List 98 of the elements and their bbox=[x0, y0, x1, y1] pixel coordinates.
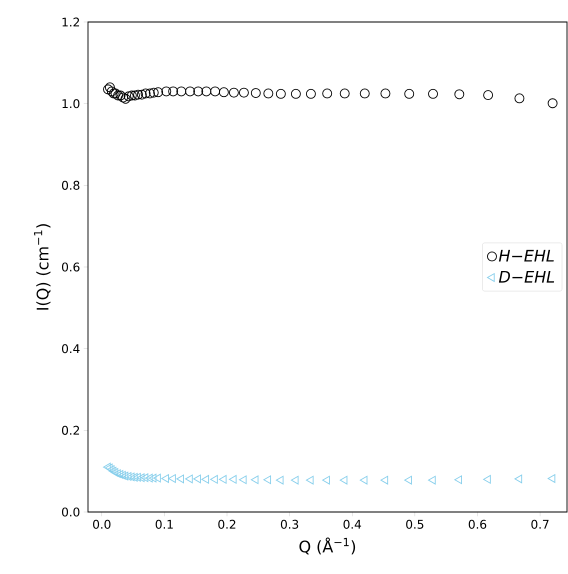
point bbox=[148, 474, 156, 482]
point bbox=[133, 90, 144, 100]
point bbox=[263, 88, 274, 98]
point bbox=[193, 474, 201, 484]
point bbox=[306, 476, 314, 484]
point bbox=[168, 86, 178, 96]
legend-label: D−EHL bbox=[498, 270, 554, 283]
y-tick-label: 1.2 bbox=[62, 18, 80, 26]
point bbox=[228, 88, 239, 98]
point bbox=[514, 474, 522, 484]
point bbox=[454, 89, 464, 100]
point bbox=[153, 474, 161, 482]
y-tick-label: 0.8 bbox=[62, 180, 80, 190]
point bbox=[104, 464, 113, 472]
point bbox=[428, 476, 436, 484]
point bbox=[118, 92, 128, 102]
y-tick-label: 1.0 bbox=[62, 99, 80, 108]
point bbox=[514, 93, 524, 104]
point bbox=[238, 475, 247, 484]
point bbox=[130, 472, 138, 482]
point bbox=[110, 468, 118, 477]
point bbox=[250, 88, 261, 98]
point bbox=[140, 88, 151, 98]
point bbox=[176, 86, 186, 96]
y-axis-title: I(Q) (cm$^{−1}$) bbox=[34, 224, 50, 310]
point bbox=[124, 91, 134, 102]
point bbox=[322, 88, 332, 98]
x-tick-label: 0.5 bbox=[406, 520, 424, 529]
point bbox=[404, 88, 414, 99]
point bbox=[428, 88, 438, 99]
point bbox=[380, 476, 388, 484]
point bbox=[103, 462, 111, 472]
point bbox=[161, 86, 172, 96]
point bbox=[276, 88, 286, 99]
point bbox=[120, 94, 131, 104]
point bbox=[218, 87, 229, 98]
point bbox=[340, 88, 350, 98]
x-tick-label: 0.7 bbox=[531, 520, 549, 529]
point bbox=[124, 472, 132, 481]
point bbox=[168, 474, 176, 483]
point bbox=[126, 472, 135, 482]
point bbox=[153, 87, 164, 98]
point bbox=[136, 473, 145, 482]
point bbox=[116, 90, 126, 100]
point bbox=[113, 90, 124, 100]
x-tick-label: 0.3 bbox=[280, 520, 298, 529]
point bbox=[454, 475, 462, 484]
point bbox=[176, 474, 184, 484]
point bbox=[340, 476, 348, 484]
point bbox=[140, 473, 148, 482]
x-tick-label: 0.6 bbox=[468, 520, 486, 529]
point bbox=[380, 88, 390, 98]
point bbox=[228, 474, 237, 484]
x-tick-label: 0.2 bbox=[218, 520, 236, 529]
legend-label: H−EHL bbox=[498, 250, 554, 262]
point bbox=[276, 476, 284, 484]
point bbox=[148, 88, 159, 98]
point bbox=[185, 474, 193, 484]
point bbox=[136, 90, 147, 100]
point bbox=[118, 470, 126, 480]
point bbox=[201, 86, 212, 96]
point bbox=[201, 474, 210, 484]
point bbox=[106, 86, 117, 96]
point bbox=[133, 472, 141, 482]
point bbox=[210, 86, 220, 96]
point bbox=[263, 475, 272, 484]
x-tick-label: 0.0 bbox=[93, 520, 110, 529]
x-axis-title: Q (Å$^{−1}$) bbox=[299, 538, 356, 554]
point bbox=[548, 98, 558, 108]
point bbox=[483, 90, 494, 100]
point bbox=[360, 88, 370, 98]
x-tick-label: 0.1 bbox=[156, 520, 173, 529]
point bbox=[145, 88, 155, 98]
point bbox=[290, 88, 301, 99]
point bbox=[360, 476, 368, 484]
point bbox=[548, 474, 556, 483]
y-tick-label: 0.2 bbox=[62, 426, 80, 435]
point bbox=[250, 475, 259, 484]
point bbox=[161, 474, 169, 483]
point bbox=[322, 476, 330, 484]
point bbox=[290, 476, 299, 484]
point bbox=[193, 86, 204, 96]
point bbox=[483, 474, 491, 484]
point bbox=[145, 474, 153, 482]
point bbox=[238, 88, 249, 98]
point bbox=[120, 472, 128, 480]
y-tick-label: 0.6 bbox=[62, 262, 80, 272]
point bbox=[404, 476, 412, 484]
point bbox=[218, 474, 227, 484]
point bbox=[130, 90, 140, 100]
y-tick-label: 0.0 bbox=[62, 507, 80, 517]
point bbox=[306, 88, 316, 99]
point bbox=[116, 470, 124, 479]
x-tick-label: 0.4 bbox=[344, 520, 362, 529]
point bbox=[185, 86, 196, 96]
y-tick-label: 0.4 bbox=[62, 344, 80, 354]
point bbox=[210, 474, 218, 484]
point bbox=[126, 90, 137, 100]
